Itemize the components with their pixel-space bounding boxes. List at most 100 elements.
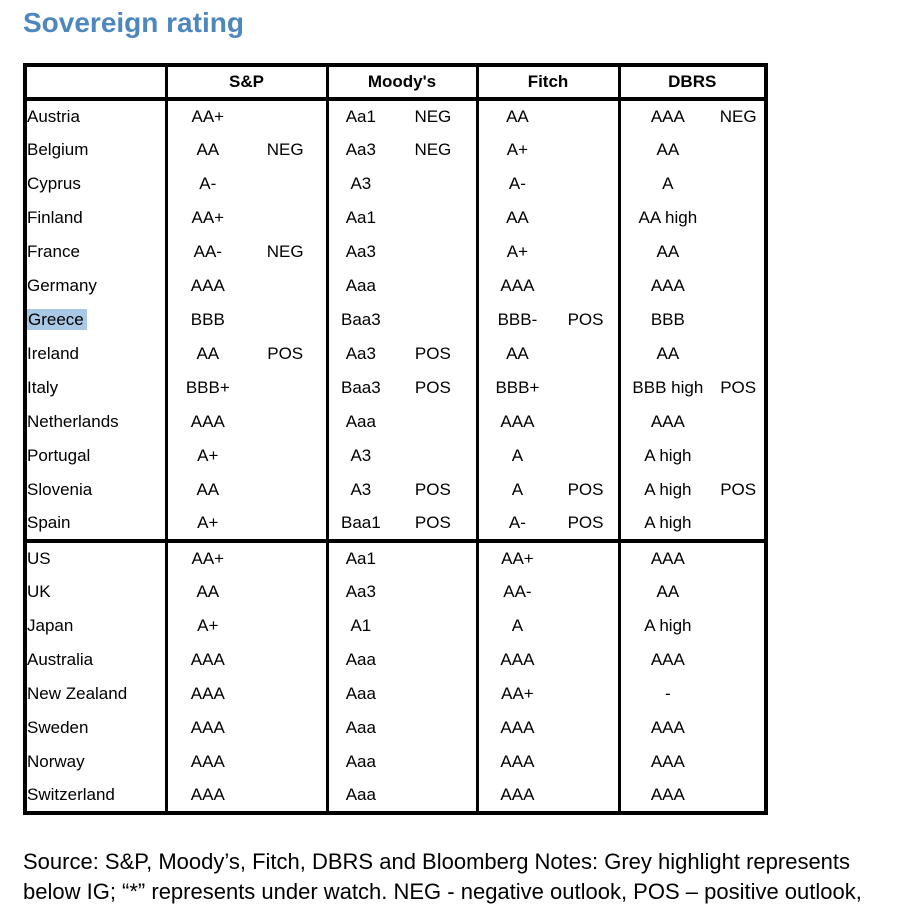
country-cell: Italy [25,371,166,405]
moodys-cell: Aa1 [325,201,477,235]
rating-value: AA+ [191,107,225,127]
dbrs-cell: AAA [617,405,766,439]
rating-value: BBB+ [495,378,540,398]
fitch-cell: AA [475,201,619,235]
rating-value: AA [656,582,680,602]
rating-value: AAA [190,752,225,772]
moodys-cell: Aaa [325,779,477,813]
rating-value: AAA [650,412,685,432]
sp-cell: AAA [164,745,327,779]
moodys-cell: Aaa [325,745,477,779]
rating-value: BBB [190,310,225,330]
rating-value: Aaa [345,684,376,704]
rating-value: AA+ [191,208,225,228]
moodys-cell: Aa1 [325,539,477,575]
fitch-cell: AA- [475,575,619,609]
country-cell: UK [25,575,166,609]
outlook-value: NEG [266,140,304,160]
country-cell: US [25,539,166,575]
moodys-cell: Aa1 NEG [325,99,477,133]
rating-value: AAA [650,785,685,805]
moodys-cell: Aaa [325,711,477,745]
table-row: Belgium AA NEG Aa3 NEG A+ AA [25,133,766,167]
rating-value: A [662,174,674,194]
outlook-value: NEG [414,107,452,127]
fitch-cell: A POS [475,473,619,507]
rating-value: AAA [650,650,685,670]
table-row: Finland AA+ Aa1 AA AA high [25,201,766,235]
rating-value: A [511,616,524,636]
rating-value: A3 [350,174,372,194]
country-cell: Sweden [25,711,166,745]
country-label: Austria [27,107,80,126]
rating-value: AAA [650,718,685,738]
rating-value: AAA [190,684,225,704]
outlook-value: NEG [266,242,304,262]
fitch-cell: BBB+ [475,371,619,405]
fitch-cell: A+ [475,235,619,269]
rating-value: BBB [650,310,685,330]
rating-value: AA [196,140,220,160]
rating-value: A [511,480,524,500]
rating-value: Aa1 [345,208,376,228]
source-note-line: below IG; “*” represents under watch. NE… [23,879,862,904]
table-row: Norway AAA Aaa AAA AAA [25,745,766,779]
country-label: Finland [27,208,83,227]
rating-value: A1 [350,616,372,636]
rating-value: BBB- [497,310,538,330]
moodys-cell: Aaa [325,677,477,711]
country-cell: Finland [25,201,166,235]
rating-value: Aa3 [345,140,376,160]
dbrs-cell: BBB high POS [617,371,766,405]
sp-cell: AA+ [164,539,327,575]
rating-value: Aa1 [345,549,376,569]
country-label: Portugal [27,446,91,465]
rating-value: Aa1 [345,107,376,127]
rating-value: A3 [350,446,372,466]
country-cell: Cyprus [25,167,166,201]
rating-value: AA [196,582,220,602]
rating-value: Baa3 [340,310,381,330]
rating-value: A high [644,480,692,500]
dbrs-cell: AAA [617,539,766,575]
rating-value: AA [656,242,680,262]
header-sp: S&P [164,65,327,101]
moodys-cell: Aa3 [325,235,477,269]
outlook-value: POS [567,310,604,330]
rating-value: - [665,684,671,704]
sp-cell: AAA [164,677,327,711]
dbrs-cell: AAA [617,745,766,779]
table-row: Netherlands AAA Aaa AAA AAA [25,405,766,439]
table-row: Cyprus A- A3 A- A [25,167,766,201]
header-country [25,65,166,101]
dbrs-cell: AA [617,575,766,609]
country-cell: Germany [25,269,166,303]
moodys-cell: A1 [325,609,477,643]
dbrs-cell: AAA [617,711,766,745]
moodys-cell: A3 [325,167,477,201]
rating-value: AAA [650,276,685,296]
moodys-cell: Aaa [325,405,477,439]
fitch-cell: AA [475,99,619,133]
rating-value: AA [656,140,680,160]
dbrs-cell: AA [617,235,766,269]
country-label: Japan [27,616,74,635]
table-row: UK AA Aa3 AA- AA [25,575,766,609]
rating-value: Aaa [345,650,376,670]
dbrs-cell: AAA [617,643,766,677]
outlook-value: POS [414,513,451,533]
fitch-cell: AAA [475,405,619,439]
rating-value: AAA [500,752,535,772]
sp-cell: AAA [164,269,327,303]
dbrs-cell: AA high [617,201,766,235]
moodys-cell: Aa3 NEG [325,133,477,167]
table-row: US AA+ Aa1 AA+ AAA [25,539,766,575]
moodys-cell: Aaa [325,643,477,677]
country-cell: Greece [25,303,166,337]
dbrs-cell: AA [617,133,766,167]
sp-cell: A- [164,167,327,201]
rating-value: AAA [190,412,225,432]
header-fitch: Fitch [475,65,619,101]
sp-cell: AA+ [164,99,327,133]
